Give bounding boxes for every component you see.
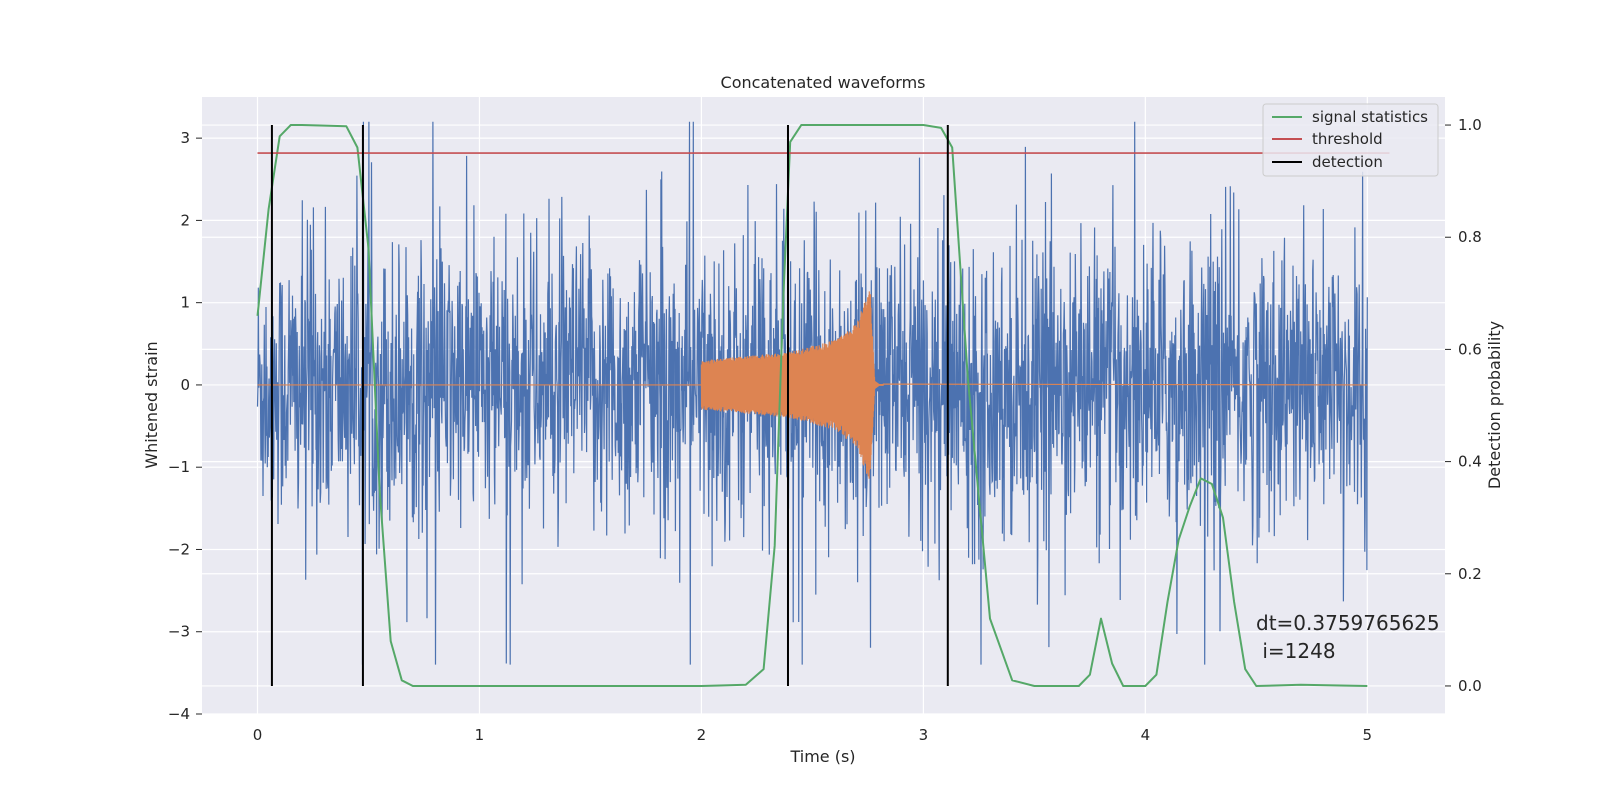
signal-statistics-line	[256, 124, 1368, 687]
x-tick-label: 3	[919, 726, 929, 744]
x-tick-label: 2	[697, 726, 707, 744]
y2-tick-label: 0.2	[1458, 565, 1482, 583]
y-tick-label: −2	[168, 540, 190, 558]
x-tick-label: 1	[475, 726, 485, 744]
legend-signal-label: signal statistics	[1312, 108, 1428, 126]
chirp-series-line	[257, 291, 1368, 479]
y-axis-label: Whitened strain	[142, 341, 161, 468]
y2-tick-label: 0.8	[1458, 228, 1482, 246]
y-tick-label: −4	[168, 705, 190, 723]
y2-tick-label: 1.0	[1458, 116, 1482, 134]
x-tick-label: 5	[1363, 726, 1373, 744]
x-tick-label: 0	[253, 726, 263, 744]
series-layer	[256, 121, 1390, 687]
legend: signal statistics threshold detection	[1262, 103, 1439, 177]
x-axis-label: Time (s)	[789, 747, 855, 766]
y2-tick-label: 0.4	[1458, 453, 1482, 471]
legend-box	[1262, 103, 1439, 177]
axis-ticks: 0 1 2 3 4 5 −4 −3 −2 −1 0 1 2 3 0.0 0.2 0.4 0.6 0.8 1.0	[168, 116, 1482, 744]
legend-detection-label: detection	[1312, 153, 1383, 171]
x-tick-label: 4	[1141, 726, 1151, 744]
chart-title: Concatenated waveforms	[721, 73, 926, 92]
y-tick-label: 3	[180, 129, 190, 147]
y-tick-label: −1	[168, 458, 190, 476]
y-tick-label: 1	[180, 294, 190, 312]
y2-axis-label: Detection probability	[1485, 321, 1504, 489]
y-tick-label: −3	[168, 623, 190, 641]
legend-threshold-label: threshold	[1312, 130, 1383, 148]
annotation-index: i=1248	[1256, 639, 1336, 663]
y-tick-label: 0	[180, 376, 190, 394]
y2-tick-label: 0.0	[1458, 677, 1482, 695]
y2-tick-label: 0.6	[1458, 340, 1482, 358]
y-tick-label: 2	[180, 211, 190, 229]
annotation: dt=0.3759765625 i=1248	[1256, 611, 1440, 663]
annotation-dt: dt=0.3759765625	[1256, 611, 1440, 635]
